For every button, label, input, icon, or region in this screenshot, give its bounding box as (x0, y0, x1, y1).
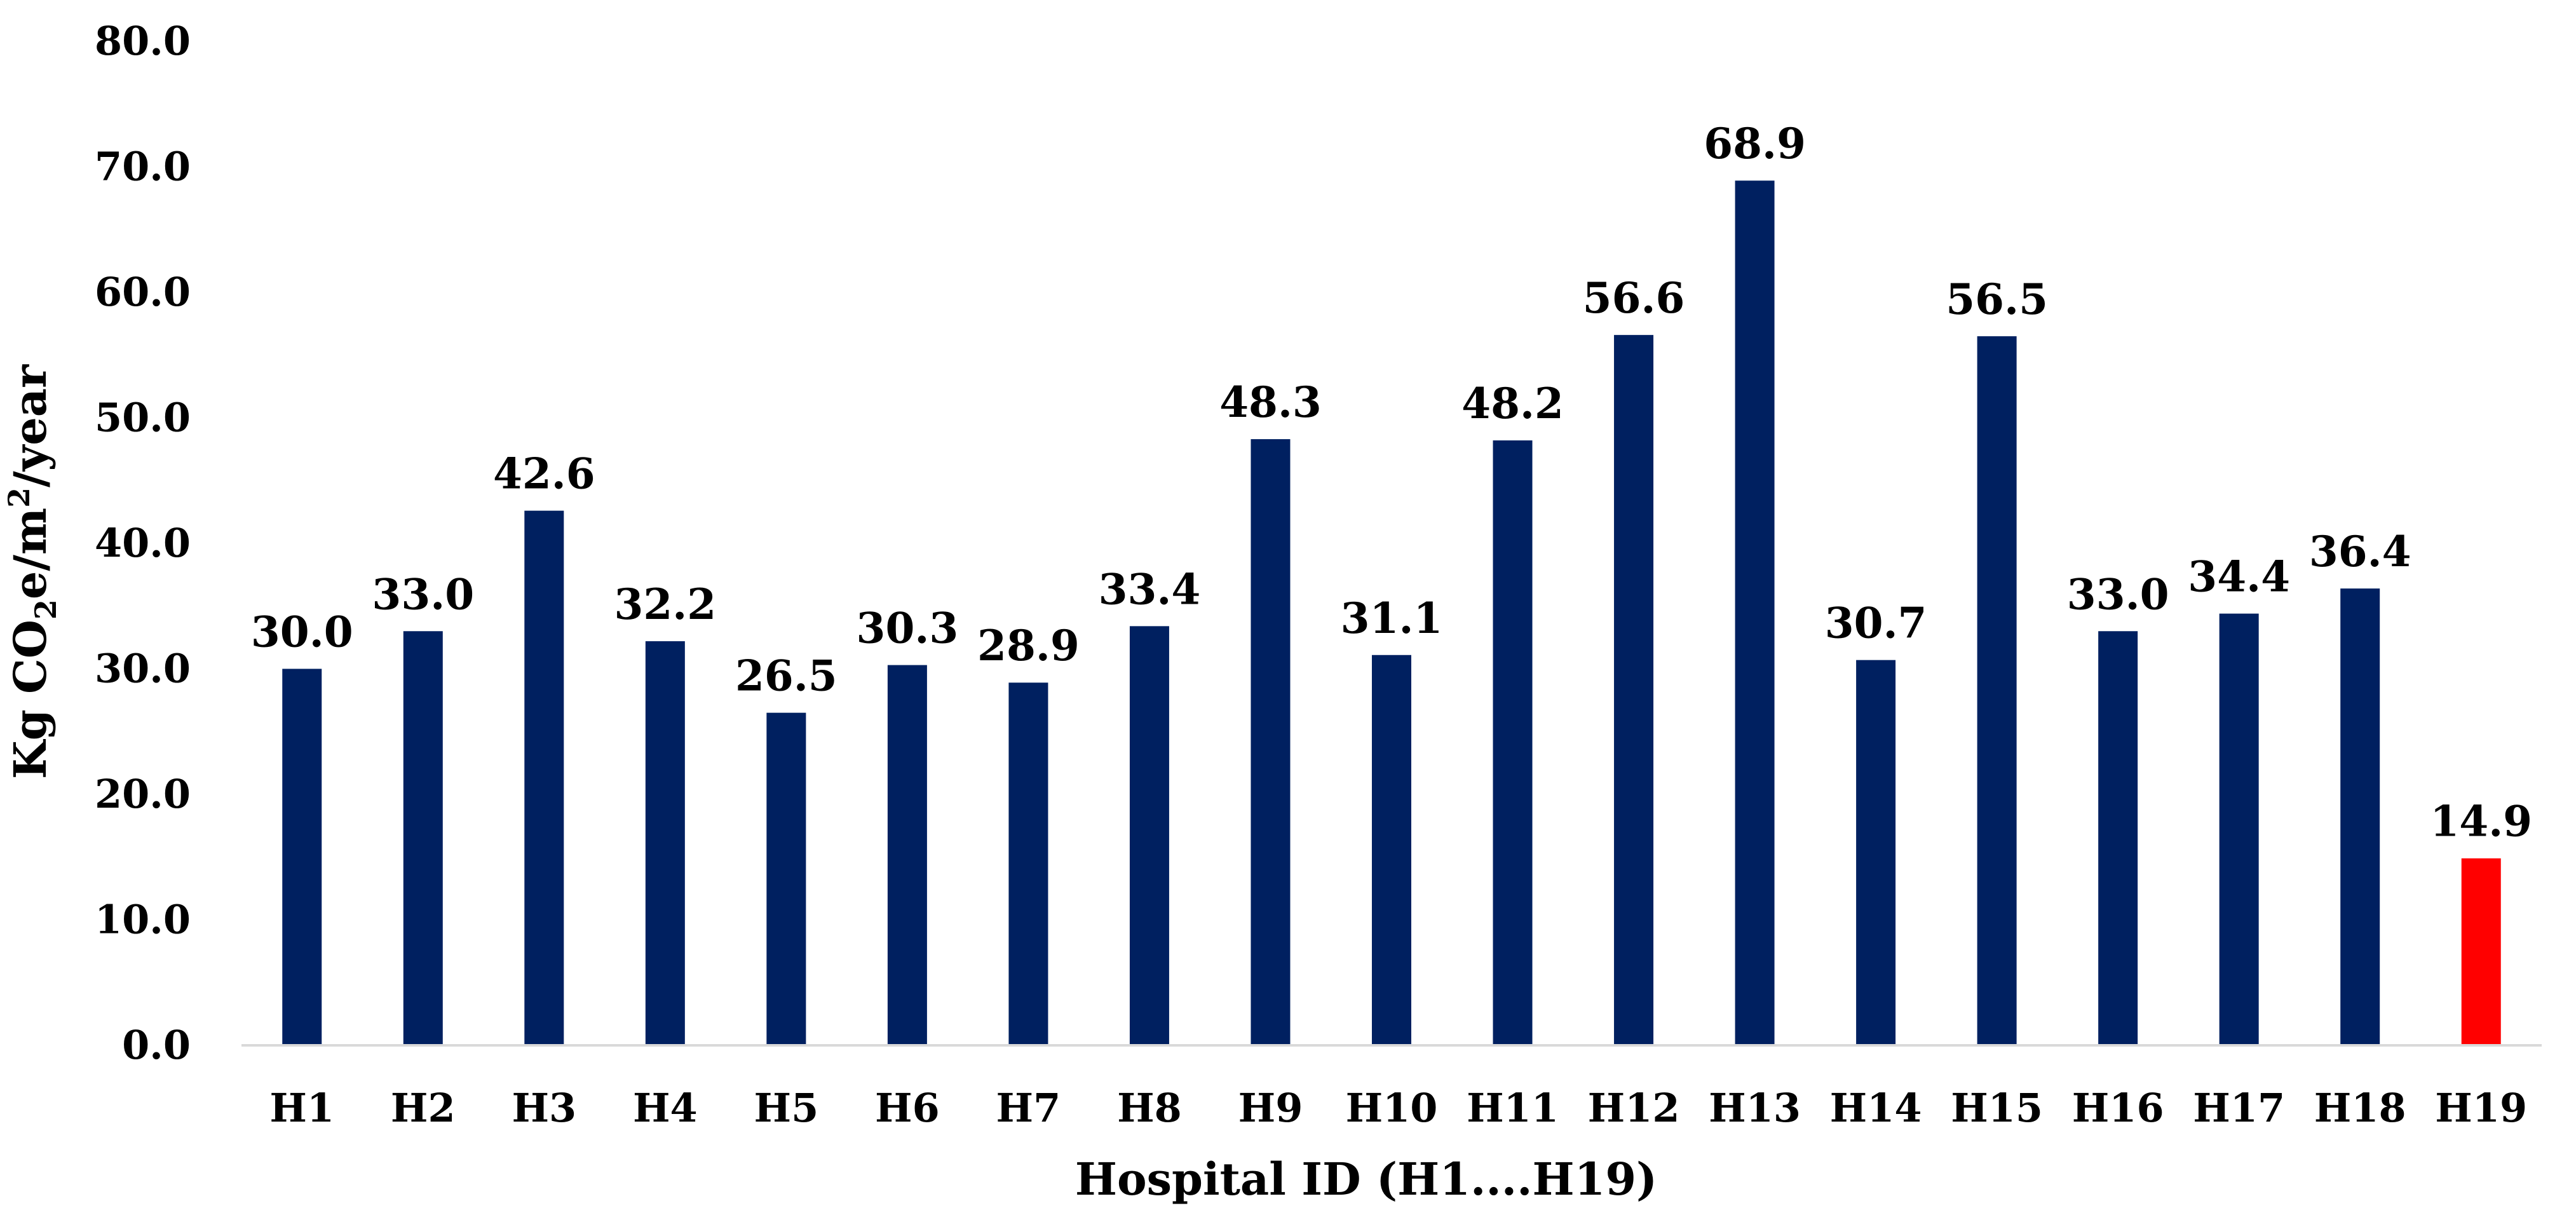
x-tick-label-h6: H6 (875, 1085, 940, 1131)
x-tick-label-h7: H7 (996, 1085, 1061, 1131)
x-tick-label-h2: H2 (391, 1085, 456, 1131)
y-tick-label: 20.0 (95, 771, 191, 817)
data-label-h2: 33.0 (372, 569, 474, 619)
bar-h4 (645, 641, 685, 1045)
bar-h3 (524, 510, 564, 1045)
data-label-h18: 36.4 (2309, 527, 2411, 576)
bar-h9 (1251, 439, 1291, 1045)
data-label-h15: 56.5 (1946, 275, 2048, 324)
x-tick-label-h17: H17 (2193, 1085, 2285, 1131)
y-tick-label: 80.0 (95, 18, 191, 64)
data-label-h8: 33.4 (1099, 564, 1201, 614)
x-tick-label-h1: H1 (269, 1085, 334, 1131)
y-tick-label: 0.0 (122, 1022, 191, 1068)
x-tick-label-h15: H15 (1951, 1085, 2043, 1131)
bar-h12 (1614, 335, 1654, 1045)
x-tick-label-h3: H3 (512, 1085, 576, 1131)
x-tick-label-h18: H18 (2314, 1085, 2406, 1131)
bar-h13 (1735, 180, 1775, 1046)
bar-h6 (887, 665, 927, 1045)
data-label-h6: 30.3 (857, 604, 959, 653)
y-axis-title: Kg CO2e/m2/year (2, 364, 63, 779)
x-tick-label-h4: H4 (633, 1085, 698, 1131)
bar-h1 (282, 669, 322, 1045)
x-tick-label-h8: H8 (1117, 1085, 1182, 1131)
data-label-h1: 30.0 (251, 608, 353, 657)
bar-h15 (1977, 336, 2017, 1045)
bar-h19 (2461, 858, 2501, 1045)
bars (282, 180, 2501, 1046)
x-tick-label-h13: H13 (1709, 1085, 1801, 1131)
bar-h2 (403, 631, 443, 1045)
bar-h7 (1008, 682, 1048, 1045)
data-label-h7: 28.9 (977, 621, 1080, 670)
data-label-h9: 48.3 (1219, 377, 1322, 427)
x-tick-label-h12: H12 (1588, 1085, 1680, 1131)
x-tick-label-h16: H16 (2072, 1085, 2164, 1131)
y-tick-label: 40.0 (95, 520, 191, 566)
y-tick-label: 50.0 (95, 395, 191, 441)
y-tick-label: 10.0 (95, 897, 191, 943)
data-label-h12: 56.6 (1583, 273, 1685, 323)
bar-h11 (1493, 440, 1533, 1045)
data-label-h19: 14.9 (2430, 797, 2532, 846)
data-labels: 30.0 33.0 42.6 32.2 26.5 30.3 28.9 33.4 48.3 31.1… (251, 119, 2532, 846)
data-label-h11: 48.2 (1461, 379, 1564, 428)
bar-h10 (1372, 655, 1411, 1045)
x-tick-label-h5: H5 (754, 1085, 819, 1131)
bar-h5 (766, 712, 806, 1045)
bar-h16 (2098, 631, 2138, 1045)
data-label-h17: 34.4 (2188, 552, 2290, 602)
y-tick-label: 30.0 (95, 646, 191, 692)
data-label-h16: 33.0 (2067, 569, 2169, 619)
data-label-h5: 26.5 (735, 651, 837, 701)
x-tick-label-h19: H19 (2435, 1085, 2527, 1131)
x-axis-title: Hospital ID (H1....H19) (1075, 1153, 1657, 1205)
y-tick-label: 70.0 (95, 144, 191, 190)
bar-h18 (2340, 588, 2380, 1045)
data-label-h3: 42.6 (493, 449, 595, 499)
x-tick-label-h11: H11 (1467, 1085, 1559, 1131)
x-axis-ticks: H1 H2 H3 H4 H5 H6 H7 H8 H9 H10 H11 H12 H13 H14 H15 H16 H… (269, 1085, 2527, 1131)
data-label-h13: 68.9 (1704, 119, 1806, 168)
x-tick-label-h14: H14 (1830, 1085, 1922, 1131)
y-tick-label: 60.0 (95, 269, 191, 315)
data-label-h4: 32.2 (614, 580, 716, 629)
data-label-h14: 30.7 (1825, 599, 1927, 648)
y-axis-ticks: 0.0 10.0 20.0 30.0 40.0 50.0 60.0 70.0 80.0 (95, 18, 191, 1068)
bar-h14 (1856, 660, 1896, 1045)
x-tick-label-h10: H10 (1346, 1085, 1438, 1131)
x-tick-label-h9: H9 (1238, 1085, 1303, 1131)
bar-h17 (2219, 613, 2259, 1045)
bar-h8 (1129, 626, 1169, 1045)
data-label-h10: 31.1 (1341, 594, 1443, 643)
